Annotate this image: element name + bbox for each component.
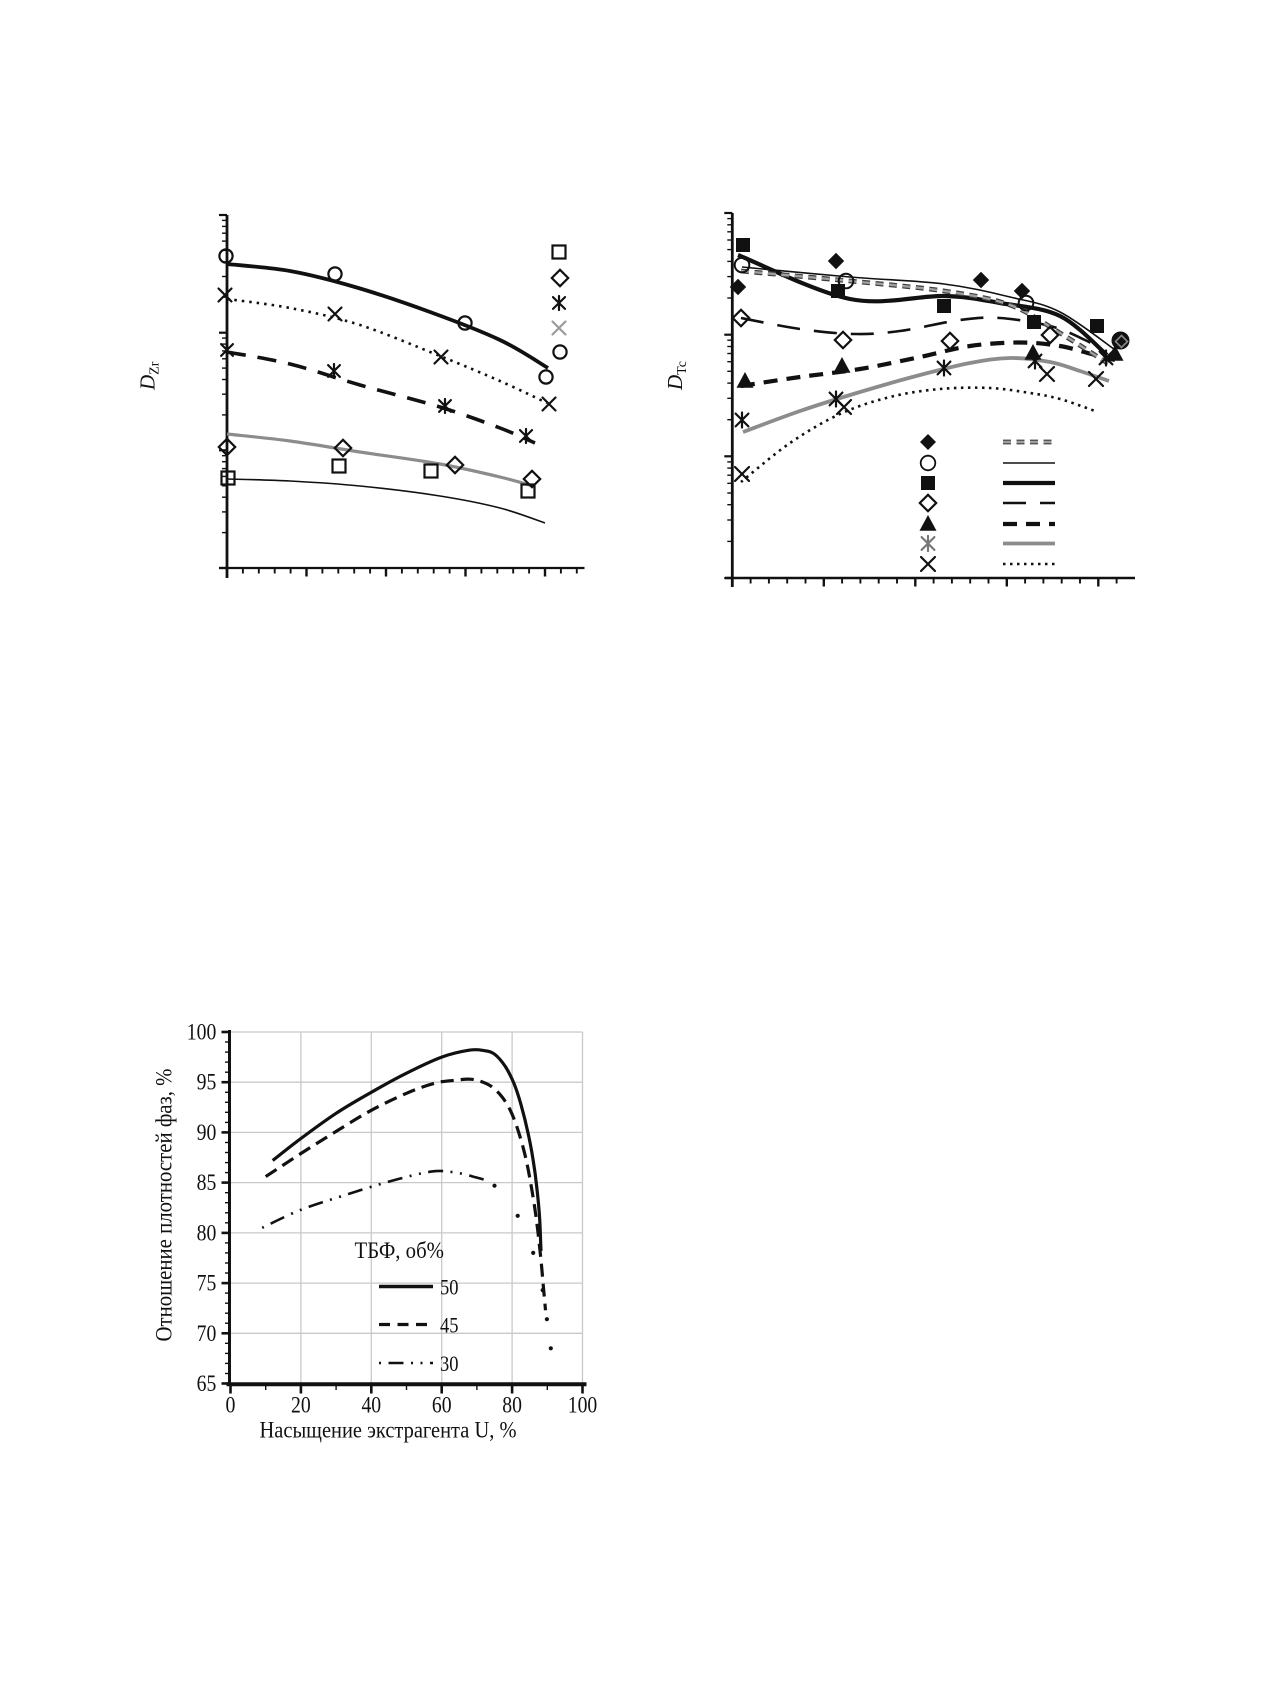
svg-text:60: 60 [432,1393,452,1418]
svg-text:0: 0 [226,1393,236,1418]
svg-text:90: 90 [197,1120,217,1145]
svg-text:65: 65 [197,1371,217,1396]
svg-text:ТБФ, об%: ТБФ, об% [355,1238,445,1263]
svg-text:85: 85 [197,1170,217,1195]
svg-text:100: 100 [187,1020,217,1045]
svg-text:45: 45 [440,1313,459,1338]
svg-text:Отношение плотностей фаз, %: Отношение плотностей фаз, % [152,1069,177,1342]
svg-text:100: 100 [568,1393,598,1418]
svg-text:80: 80 [197,1220,217,1245]
svg-text:30: 30 [440,1351,459,1376]
svg-text:70: 70 [197,1321,217,1346]
svg-text:95: 95 [197,1070,217,1095]
svg-text:80: 80 [502,1393,522,1418]
svg-text:Насыщение экстрагента U, %: Насыщение экстрагента U, % [260,1418,517,1443]
svg-text:50: 50 [440,1275,459,1300]
svg-text:DTc: DTc [663,361,690,391]
svg-text:75: 75 [197,1271,217,1296]
svg-text:DZr: DZr [136,361,163,391]
svg-text:40: 40 [361,1393,381,1418]
svg-text:20: 20 [291,1393,311,1418]
